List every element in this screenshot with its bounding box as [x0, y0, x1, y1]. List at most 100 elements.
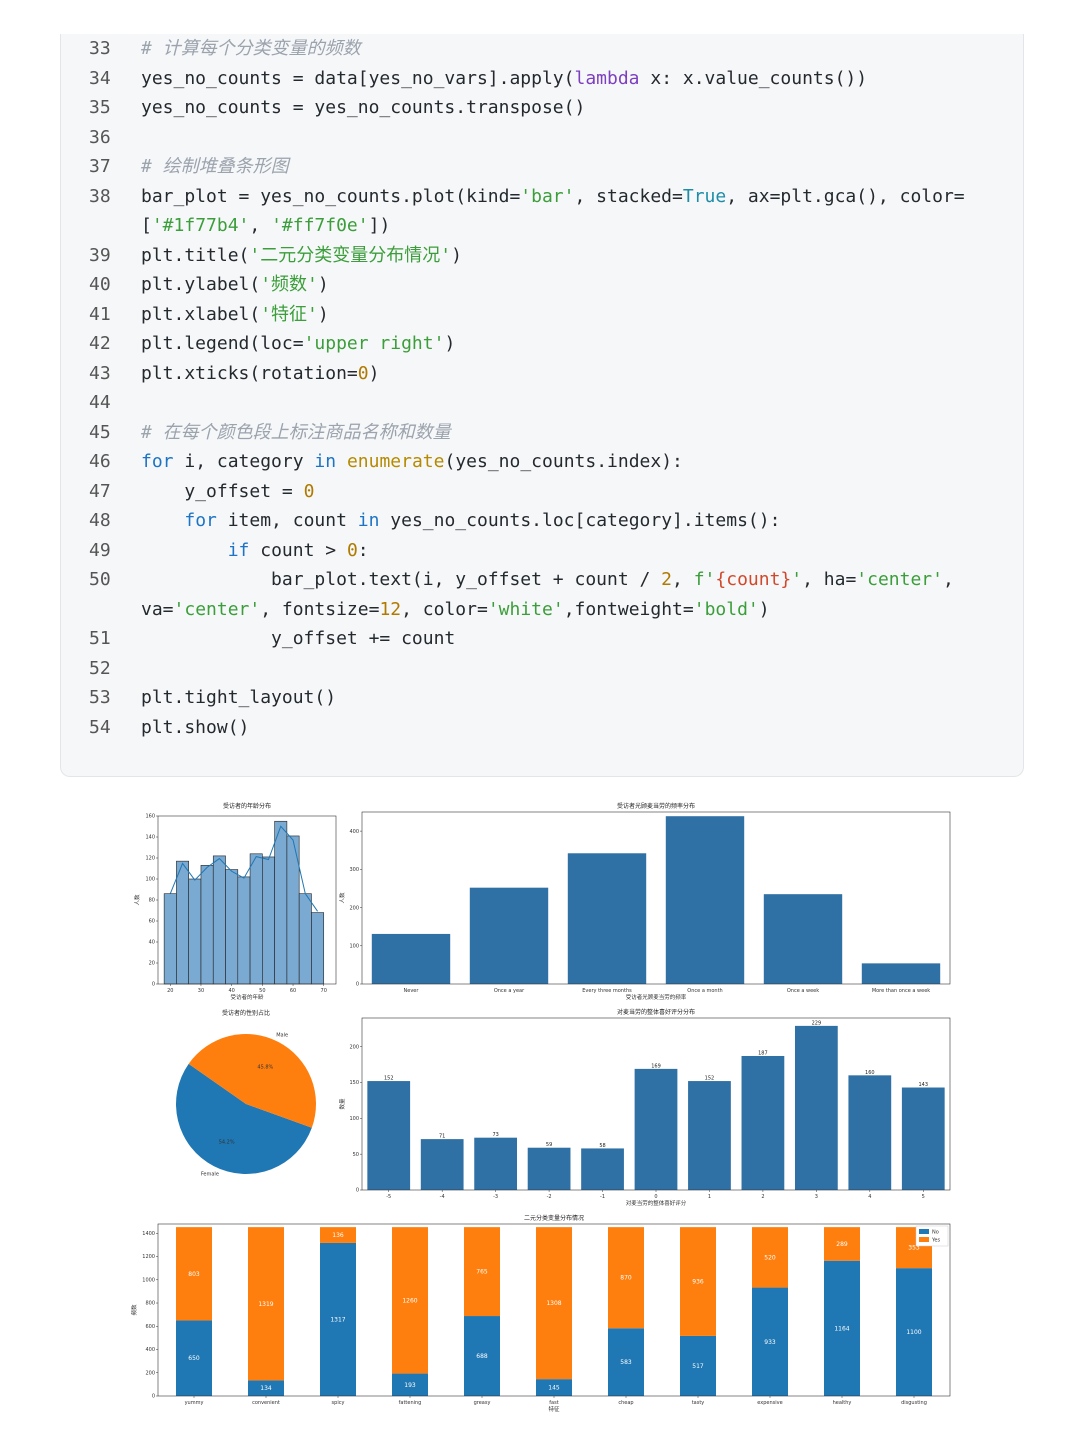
bar	[665, 816, 745, 984]
code-line: 40 plt.ylabel('频数')	[61, 270, 1023, 299]
code-token: ,	[942, 569, 954, 590]
stacked-bar-segment	[248, 1380, 284, 1396]
stacked-bar-segment	[752, 1287, 788, 1396]
x-tick-label: healthy	[833, 1400, 852, 1406]
chart-title: 受访者光顾麦当劳的频率分布	[617, 802, 695, 810]
bar	[861, 963, 941, 984]
code-token: , ha=	[802, 569, 857, 590]
segment-value-label: 353	[908, 1245, 920, 1252]
code-token: yes_no_counts.loc[category].items():	[379, 510, 781, 531]
x-tick-label: Every three months	[582, 988, 632, 994]
code-line: 34 yes_no_counts = data[yes_no_vars].appl…	[61, 64, 1023, 93]
code-token: in	[314, 451, 337, 472]
code-token: if	[227, 539, 250, 561]
stacked-bar-segment	[824, 1227, 860, 1261]
x-tick-label: 5	[922, 1194, 925, 1200]
code-line: 44	[61, 388, 1023, 417]
segment-value-label: 688	[476, 1353, 488, 1360]
code-token: 'upper right'	[303, 333, 445, 354]
histogram-bar	[298, 893, 312, 985]
line-number: 51	[89, 628, 111, 649]
bar	[474, 1137, 518, 1190]
line-number: 40	[89, 274, 111, 295]
code-token: )	[758, 598, 770, 620]
segment-value-label: 1319	[258, 1301, 273, 1308]
y-tick-label: 100	[145, 877, 155, 883]
bar-value-label: 160	[865, 1070, 875, 1076]
y-tick-label: 80	[149, 898, 155, 904]
code-line: 43 plt.xticks(rotation=0)	[61, 359, 1023, 388]
code-token: y_offset += count	[141, 628, 456, 649]
code-token: 0	[346, 539, 358, 561]
x-tick-label: 20	[167, 988, 173, 994]
line-number: 37	[89, 156, 111, 177]
chart-title: 对麦当劳的整体喜好评分分布	[617, 1008, 695, 1016]
stacked-bar-segment	[680, 1227, 716, 1336]
histogram-bar	[200, 865, 214, 985]
stacked-axes	[157, 1223, 951, 1397]
line-number: 53	[89, 687, 111, 708]
code-token	[336, 451, 347, 472]
y-tick-label: 60	[149, 919, 155, 925]
code-token: :	[357, 539, 369, 561]
x-tick-label: -3	[493, 1194, 498, 1200]
line-number: 34	[89, 67, 111, 89]
stacked-bar-segment	[824, 1260, 860, 1396]
code-token: '二元分类变量分布情况'	[249, 244, 452, 266]
code-token: ,	[249, 215, 272, 236]
segment-value-label: 803	[188, 1271, 200, 1278]
pie-percent-label: 45.8%	[257, 1065, 273, 1071]
code-token: 0	[357, 362, 369, 384]
code-line: 41 plt.xlabel('特征')	[61, 300, 1023, 329]
code-token: ])	[368, 215, 391, 236]
y-tick-label: 0	[356, 1188, 359, 1194]
code-token: plt.tight_layout()	[141, 687, 337, 708]
code-token: 'bold'	[693, 598, 759, 620]
histogram-bar	[249, 853, 263, 985]
code-text: # 在每个颜色段上标注商品名称和数量	[141, 418, 451, 447]
code-line: 51 y_offset += count	[61, 624, 1023, 653]
code-text: plt.ylabel('频数')	[141, 270, 329, 299]
stacked-bar-segment	[320, 1227, 356, 1243]
code-line: 35 yes_no_counts = yes_no_counts.transpos…	[61, 93, 1023, 122]
bar-value-label: 71	[439, 1134, 445, 1140]
code-token: bar_plot.text(i, y_offset + count /	[141, 569, 662, 590]
bar	[371, 933, 451, 984]
bar	[794, 1025, 838, 1190]
bar-value-label: 169	[651, 1063, 661, 1069]
segment-value-label: 1308	[546, 1300, 561, 1307]
stacked-bar-segment	[608, 1227, 644, 1329]
histogram-bar	[188, 878, 202, 985]
y-tick-label: 300	[349, 867, 359, 873]
code-text: plt.title('二元分类变量分布情况')	[141, 241, 462, 270]
line-number: 42	[89, 333, 111, 354]
y-tick-label: 600	[145, 1324, 155, 1330]
segment-value-label: 1164	[834, 1325, 849, 1332]
chart-title: 受访者的年龄分布	[223, 802, 271, 810]
bar	[469, 887, 549, 984]
y-tick-label: 0	[356, 982, 359, 988]
bar	[527, 1147, 571, 1190]
code-line: 38 bar_plot = yes_no_counts.plot(kind='ba…	[61, 182, 1023, 211]
code-token: [	[141, 215, 152, 236]
code-block: 33 # 计算每个分类变量的频数 34 yes_no_counts = data[ye…	[60, 34, 1024, 777]
code-token: x: x.value_counts())	[639, 67, 868, 89]
x-axis-label: 受访者的年龄	[230, 993, 264, 1001]
code-token: plt.xticks(rotation=	[141, 362, 358, 384]
code-token: True	[682, 185, 727, 207]
code-line: 39 plt.title('二元分类变量分布情况')	[61, 241, 1023, 270]
bar-value-label: 152	[384, 1076, 394, 1082]
stacked-bar-segment	[680, 1335, 716, 1396]
bar	[367, 1081, 411, 1190]
code-text: y_offset += count	[141, 624, 455, 653]
x-tick-label: convenient	[252, 1400, 280, 1406]
code-token: 2	[661, 569, 673, 590]
bar	[763, 894, 843, 984]
x-tick-label: tasty	[692, 1400, 705, 1406]
x-tick-label: yummy	[185, 1400, 204, 1406]
code-token: item, count	[216, 510, 358, 531]
code-text: yes_no_counts = yes_no_counts.transpose(…	[141, 93, 585, 122]
segment-value-label: 517	[692, 1363, 704, 1370]
x-tick-label: 1	[708, 1194, 711, 1200]
